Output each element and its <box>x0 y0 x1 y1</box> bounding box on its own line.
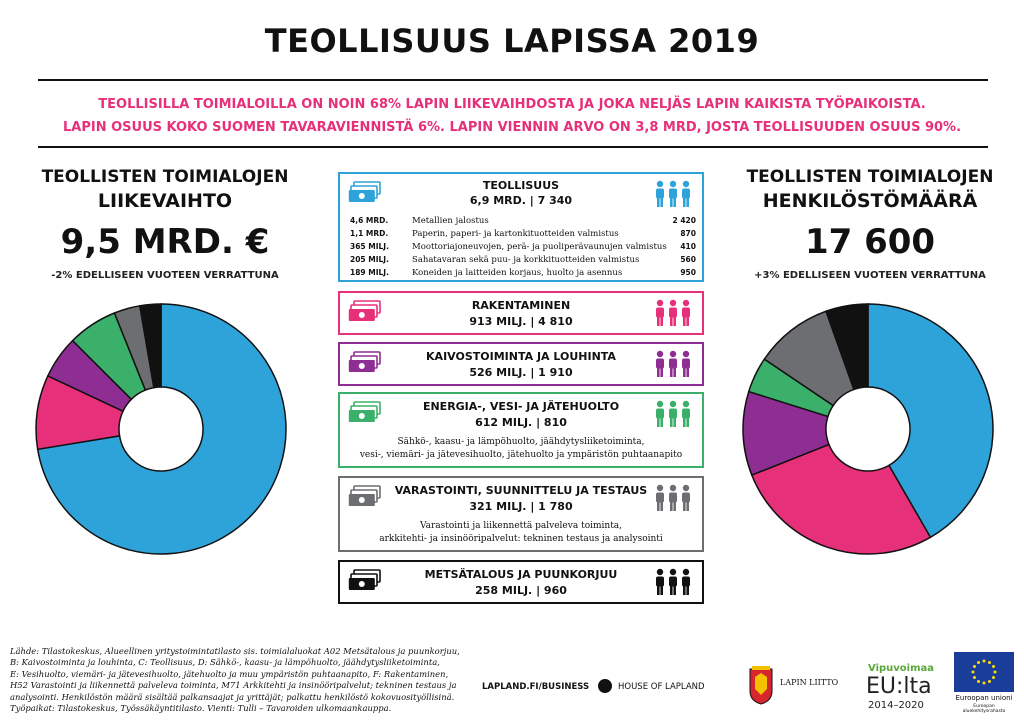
sector-title: METSÄTALOUS JA PUUNKORJUU <box>424 568 618 581</box>
page-title: TEOLLISUUS LAPISSA 2019 <box>264 22 760 60</box>
sector-description-2: vesi-, viemäri- ja jätevesihuolto, jäteh… <box>359 450 683 460</box>
sub-count: 410 <box>680 242 696 251</box>
left-heading-1: TEOLLISTEN TOIMIALOJEN <box>41 167 289 187</box>
left-big-number: 9,5 MRD. € <box>60 222 270 262</box>
henkilosto-slice-5 <box>825 303 869 391</box>
sector-description-1: Sähkö-, kaasu- ja lämpöhuolto, jäähdytys… <box>397 437 645 447</box>
source-line: H52 Varastointi ja liikennettä palveleva… <box>10 680 457 691</box>
sub-count: 950 <box>680 268 696 277</box>
liikevaihto-slice-0 <box>36 303 287 555</box>
liikevaihto-slice-5 <box>138 303 162 389</box>
people-icon <box>654 180 694 212</box>
sub-count: 2 420 <box>672 216 697 225</box>
divider-top <box>38 79 988 81</box>
source-line: B: Kaivostoiminta ja louhinta, C: Teolli… <box>10 657 440 668</box>
sub-row: 205 MILJ. Sahatavaran sekä puu- ja korkki… <box>350 255 696 267</box>
people-icon <box>654 400 694 432</box>
left-note: -2% EDELLISEEN VUOTEEN VERRATTUNA <box>51 270 279 281</box>
liikevaihto-donut-chart <box>35 303 287 555</box>
sector-box-kaivostoiminta: KAIVOSTOIMINTA JA LOUHINTA 526 MILJ. | 1… <box>338 342 704 386</box>
sector-value: 612 MILJ. | 810 <box>475 416 567 429</box>
sector-title: TEOLLISUUS <box>482 179 560 192</box>
eu-flag-icon <box>954 652 1014 692</box>
sub-count: 560 <box>680 255 696 264</box>
house-of-lapland-label: HOUSE OF LAPLAND <box>618 682 705 692</box>
eu-fund-label: Euroopan aluekehitysrahasto <box>962 704 1006 714</box>
money-icon <box>348 400 382 430</box>
sub-label: Paperin, paperi- ja kartonkituotteiden v… <box>412 229 619 239</box>
sector-description-2: arkkitehti- ja insinööripalvelut: teknin… <box>379 534 663 544</box>
house-of-lapland-logo-icon <box>598 679 612 693</box>
henkilostomaara-donut-chart <box>742 303 994 555</box>
money-icon <box>348 299 382 329</box>
money-icon <box>348 484 382 514</box>
sub-label: Koneiden ja laitteiden korjaus, huolto j… <box>412 268 623 278</box>
right-heading-1: TEOLLISTEN TOIMIALOJEN <box>746 167 994 187</box>
sub-value: 205 MILJ. <box>350 255 389 264</box>
divider-bottom <box>38 146 988 148</box>
sector-box-metsatalous: METSÄTALOUS JA PUUNKORJUU 258 MILJ. | 96… <box>338 560 704 604</box>
money-icon <box>348 568 382 598</box>
sector-description-1: Varastointi ja liikennettä palveleva toi… <box>419 521 623 531</box>
website-link[interactable]: LAPLAND.FI/BUSINESS <box>482 682 590 692</box>
sub-value: 189 MILJ. <box>350 268 389 277</box>
sector-value: 321 MILJ. | 1 780 <box>469 500 573 513</box>
henkilosto-slice-1 <box>750 443 932 555</box>
sector-value: 913 MILJ. | 4 810 <box>469 315 573 328</box>
sub-row: 1,1 MRD. Paperin, paperi- ja kartonkituot… <box>350 229 696 241</box>
sub-value: 4,6 MRD. <box>350 216 389 225</box>
vipuvoimaa-label: Vipuvoimaa <box>868 663 935 674</box>
money-icon <box>348 180 382 210</box>
money-icon <box>348 350 382 380</box>
people-icon <box>654 568 694 600</box>
sub-count: 870 <box>680 229 696 238</box>
sector-title: VARASTOINTI, SUUNNITTELU JA TESTAUS <box>394 484 648 497</box>
right-note: +3% EDELLISEEN VUOTEEN VERRATTUNA <box>754 270 986 281</box>
sub-label: Sahatavaran sekä puu- ja korkkituotteide… <box>412 255 640 265</box>
sector-value: 258 MILJ. | 960 <box>475 584 567 597</box>
sub-row: 189 MILJ. Koneiden ja laitteiden korjaus,… <box>350 268 696 280</box>
intro-line-1: TEOLLISILLA TOIMIALOILLA ON NOIN 68% LAP… <box>98 97 926 112</box>
sector-title: RAKENTAMINEN <box>471 299 571 312</box>
sub-row: 365 MILJ. Moottoriajoneuvojen, perä- ja p… <box>350 242 696 254</box>
sub-label: Moottoriajoneuvojen, perä- ja puoliperäv… <box>412 242 667 252</box>
sector-title: KAIVOSTOIMINTA JA LOUHINTA <box>426 350 616 363</box>
people-icon <box>654 350 694 382</box>
lapin-liitto-crest-icon <box>749 666 773 705</box>
source-line: analysointi. Henkilöstön määrä sisältää … <box>10 691 455 702</box>
source-note: Lähde: Tilastokeskus, Alueellinen yritys… <box>10 646 480 714</box>
sub-row: 4,6 MRD. Metallien jalostus 2 420 <box>350 216 696 228</box>
intro-line-2: LAPIN OSUUS KOKO SUOMEN TAVARAVIENNISTÄ … <box>62 120 962 135</box>
people-icon <box>654 484 694 516</box>
years-label: 2014–2020 <box>868 700 924 711</box>
sector-box-rakentaminen: RAKENTAMINEN 913 MILJ. | 4 810 <box>338 291 704 335</box>
eulta-label: EU:lta <box>866 674 932 699</box>
sector-value: 526 MILJ. | 1 910 <box>469 366 573 379</box>
left-heading-2: LIIKEVAIHTO <box>97 190 233 212</box>
sector-box-teollisuus: TEOLLISUUS 6,9 MRD. | 7 340 4,6 MRD. Meta… <box>338 172 704 282</box>
right-big-number: 17 600 <box>804 222 936 262</box>
lapin-liitto-label: LAPIN LIITTO <box>780 678 839 687</box>
source-line: Lähde: Tilastokeskus, Alueellinen yritys… <box>10 646 460 656</box>
henkilosto-slice-0 <box>867 303 994 539</box>
source-line: Työpaikat: Tilastokeskus, Työssäkäyntiti… <box>10 703 392 714</box>
sub-value: 1,1 MRD. <box>350 229 389 238</box>
sector-box-energia: ENERGIA-, VESI- JA JÄTEHUOLTO 612 MILJ. … <box>338 392 704 468</box>
sector-box-varastointi: VARASTOINTI, SUUNNITTELU JA TESTAUS 321 … <box>338 476 704 552</box>
source-line: E: Vesihuolto, viemäri- ja jätevesihuolt… <box>10 668 449 679</box>
people-icon <box>654 299 694 331</box>
sector-value: 6,9 MRD. | 7 340 <box>469 194 573 207</box>
sector-title: ENERGIA-, VESI- JA JÄTEHUOLTO <box>422 400 620 413</box>
sub-value: 365 MILJ. <box>350 242 389 251</box>
eu-label: Euroopan unioni <box>955 694 1013 702</box>
right-heading-2: HENKILÖSTÖMÄÄRÄ <box>762 190 978 212</box>
sub-label: Metallien jalostus <box>412 216 489 226</box>
